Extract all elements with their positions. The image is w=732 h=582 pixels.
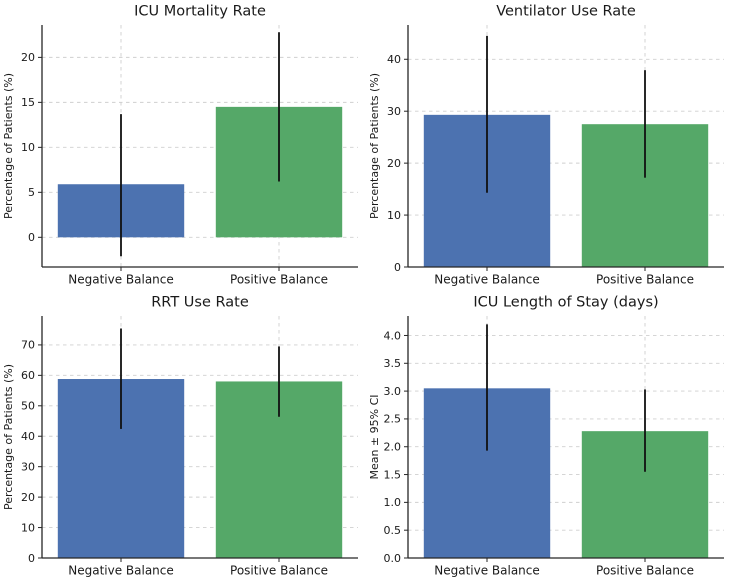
y-tick-label: 2.5 bbox=[384, 413, 402, 426]
chart-title: ICU Mortality Rate bbox=[134, 4, 266, 20]
chart-rrt-use-rate: 0 10 20 30 40 50 60 70 Negative Balance Positive … bbox=[0, 291, 366, 582]
chart-title: ICU Length of Stay (days) bbox=[473, 295, 658, 311]
chart-ventilator-use-rate: 0 10 20 30 40 Negative Balance Positive Balanc… bbox=[366, 0, 732, 291]
y-tick-label: 20 bbox=[21, 491, 35, 504]
x-category-label-positive-balance: Positive Balance bbox=[230, 273, 328, 287]
y-tick-label: 10 bbox=[21, 521, 35, 534]
y-tick-label: 0 bbox=[28, 552, 35, 565]
x-category-label-negative-balance: Negative Balance bbox=[434, 564, 540, 578]
y-tick-label: 40 bbox=[387, 53, 401, 66]
chart-icu-length-of-stay-svg: 0.0 0.5 1.0 1.5 2.0 2.5 3.0 3.5 4.0 Negative Bala… bbox=[368, 295, 724, 578]
y-tick-label: 0 bbox=[394, 261, 401, 274]
y-tick-label: 40 bbox=[21, 430, 35, 443]
y-tick-label: 4.0 bbox=[384, 329, 402, 342]
y-tick-label: 0.0 bbox=[384, 552, 402, 565]
x-category-label-positive-balance: Positive Balance bbox=[230, 564, 328, 578]
y-tick-label: 0 bbox=[28, 231, 35, 244]
y-tick-label: 0.5 bbox=[384, 524, 402, 537]
y-tick-label: 20 bbox=[21, 51, 35, 64]
y-tick-label: 60 bbox=[21, 369, 35, 382]
y-tick-label: 3.5 bbox=[384, 357, 402, 370]
x-category-label-negative-balance: Negative Balance bbox=[434, 273, 540, 287]
chart-icu-mortality-rate: 0 5 10 15 20 Negative Balance Positive Balance… bbox=[0, 0, 366, 291]
x-category-label-positive-balance: Positive Balance bbox=[596, 273, 694, 287]
x-category-label-negative-balance: Negative Balance bbox=[68, 564, 174, 578]
chart-ventilator-use-rate-svg: 0 10 20 30 40 Negative Balance Positive Balanc… bbox=[368, 4, 724, 287]
y-tick-label: 10 bbox=[21, 141, 35, 154]
y-tick-label: 10 bbox=[387, 209, 401, 222]
y-tick-label: 3.0 bbox=[384, 385, 402, 398]
y-axis-label: Mean ± 95% CI bbox=[368, 394, 381, 479]
y-axis-label: Percentage of Patients (%) bbox=[2, 73, 15, 219]
y-tick-label: 70 bbox=[21, 339, 35, 352]
chart-rrt-use-rate-svg: 0 10 20 30 40 50 60 70 Negative Balance Positive … bbox=[2, 295, 358, 578]
y-tick-label: 50 bbox=[21, 400, 35, 413]
y-axis-label: Percentage of Patients (%) bbox=[368, 73, 381, 219]
chart-icu-mortality-rate-svg: 0 5 10 15 20 Negative Balance Positive Balance… bbox=[2, 4, 358, 287]
y-tick-label: 1.5 bbox=[384, 468, 402, 481]
y-tick-label: 15 bbox=[21, 96, 35, 109]
y-tick-label: 30 bbox=[387, 105, 401, 118]
y-tick-label: 2.0 bbox=[384, 441, 402, 454]
x-category-label-negative-balance: Negative Balance bbox=[68, 273, 174, 287]
y-tick-label: 5 bbox=[28, 186, 35, 199]
y-tick-label: 1.0 bbox=[384, 496, 402, 509]
chart-title: RRT Use Rate bbox=[151, 295, 249, 311]
chart-icu-length-of-stay: 0.0 0.5 1.0 1.5 2.0 2.5 3.0 3.5 4.0 Negative Bala… bbox=[366, 291, 732, 582]
y-tick-label: 20 bbox=[387, 157, 401, 170]
chart-title: Ventilator Use Rate bbox=[496, 4, 636, 20]
x-category-label-positive-balance: Positive Balance bbox=[596, 564, 694, 578]
y-tick-label: 30 bbox=[21, 460, 35, 473]
y-axis-label: Percentage of Patients (%) bbox=[2, 364, 15, 510]
